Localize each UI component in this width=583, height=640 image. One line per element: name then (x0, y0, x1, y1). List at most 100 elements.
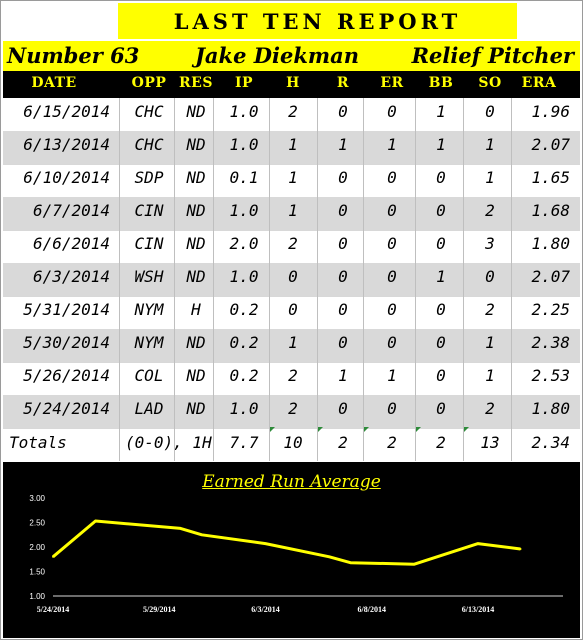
era-data-point (519, 547, 522, 550)
era-chart: Earned Run Average 1.00 1.50 2.00 2.50 3.00 5… (3, 462, 580, 638)
cell-res: ND (186, 267, 206, 286)
cell-so: 2 (485, 300, 495, 319)
error-indicator-icon (364, 427, 369, 432)
totals-era: 2.34 (531, 433, 570, 452)
cell-ip: 1.0 (229, 102, 259, 121)
table-row: 5/30/2014 NYM ND 0.2 1 0 0 0 1 2.38 (3, 329, 580, 363)
column-header-h[interactable]: H (286, 75, 300, 91)
error-indicator-icon (318, 427, 323, 432)
era-chart-plot: 1.00 1.50 2.00 2.50 3.00 5/24/2014 5/29/2014 6/… (29, 494, 563, 614)
cell-so: 1 (485, 135, 495, 154)
cell-date: 6/10/2014 (23, 168, 110, 187)
era-data-point (349, 561, 352, 564)
cell-r: 0 (338, 201, 348, 220)
cell-h: 1 (288, 135, 298, 154)
cell-h: 2 (288, 366, 298, 385)
cell-opp: NYM (134, 300, 164, 319)
cell-res: ND (186, 399, 206, 418)
x-tick-label: 6/3/2014 (251, 605, 279, 614)
cell-date: 5/30/2014 (23, 333, 110, 352)
error-indicator-icon (464, 427, 469, 432)
era-data-point (52, 555, 54, 558)
cell-so: 0 (485, 102, 495, 121)
cell-so: 3 (485, 234, 495, 253)
cell-so: 1 (485, 333, 495, 352)
cell-res: ND (186, 366, 206, 385)
column-divider (463, 98, 464, 461)
column-header-r[interactable]: R (336, 75, 350, 91)
cell-res: ND (186, 201, 206, 220)
cell-ip: 1.0 (229, 201, 259, 220)
player-role: Relief Pitcher (411, 43, 574, 68)
cell-er: 0 (387, 399, 397, 418)
cell-r: 0 (338, 333, 348, 352)
cell-date: 6/15/2014 (23, 102, 110, 121)
x-tick-label: 6/8/2014 (358, 605, 386, 614)
table-row: 6/6/2014 CIN ND 2.0 2 0 0 0 3 1.80 (3, 230, 580, 264)
table-header: DATE OPP RES IP H R ER BB SO ERA (3, 71, 580, 98)
cell-so: 2 (485, 201, 495, 220)
cell-r: 0 (338, 168, 348, 187)
table-row: 6/7/2014 CIN ND 1.0 1 0 0 0 2 1.68 (3, 197, 580, 231)
cell-date: 6/3/2014 (32, 267, 110, 286)
cell-era: 1.68 (531, 201, 570, 220)
column-header-opp[interactable]: OPP (131, 75, 167, 91)
cell-bb: 0 (436, 300, 446, 319)
column-divider (415, 98, 416, 461)
era-data-point (94, 520, 97, 523)
cell-er: 0 (387, 168, 397, 187)
cell-res: H (191, 300, 201, 319)
cell-er: 0 (387, 234, 397, 253)
column-header-date[interactable]: DATE (31, 75, 77, 91)
cell-bb: 1 (436, 267, 446, 286)
cell-era: 1.65 (531, 168, 570, 187)
cell-res: ND (186, 135, 206, 154)
cell-date: 6/7/2014 (32, 201, 110, 220)
cell-h: 1 (288, 168, 298, 187)
column-header-er[interactable]: ER (380, 75, 404, 91)
column-divider (269, 98, 270, 461)
report-title: LAST TEN REPORT (118, 3, 517, 39)
era-data-point (477, 542, 479, 545)
cell-bb: 0 (436, 399, 446, 418)
cell-ip: 1.0 (229, 267, 259, 286)
cell-bb: 0 (436, 168, 446, 187)
cell-ip: 2.0 (229, 234, 259, 253)
cell-er: 0 (387, 267, 397, 286)
cell-opp: CHC (134, 102, 164, 121)
player-name: Jake Diekman (195, 43, 359, 68)
table-row: 6/15/2014 CHC ND 1.0 2 0 0 1 0 1.96 (3, 98, 580, 132)
totals-bb: 2 (436, 433, 446, 452)
cell-ip: 0.2 (229, 333, 259, 352)
era-data-point (328, 555, 331, 558)
cell-h: 2 (288, 234, 298, 253)
cell-h: 0 (288, 300, 298, 319)
cell-er: 0 (387, 300, 397, 319)
cell-r: 0 (338, 102, 348, 121)
cell-er: 1 (387, 366, 397, 385)
cell-er: 0 (387, 102, 397, 121)
cell-opp: NYM (134, 333, 164, 352)
cell-opp: COL (134, 366, 164, 385)
cell-era: 2.07 (531, 135, 570, 154)
cell-r: 0 (338, 300, 348, 319)
x-tick-label: 5/24/2014 (37, 605, 69, 614)
cell-h: 1 (288, 333, 298, 352)
cell-ip: 0.1 (229, 168, 259, 187)
column-divider (363, 98, 364, 461)
column-header-ip[interactable]: IP (234, 75, 254, 91)
table-row: 6/13/2014 CHC ND 1.0 1 1 1 1 1 2.07 (3, 131, 580, 165)
column-divider (213, 98, 214, 461)
player-number: Number 63 (7, 43, 140, 68)
column-header-res[interactable]: RES (179, 75, 213, 91)
cell-era: 2.53 (531, 366, 570, 385)
totals-h: 10 (283, 433, 303, 452)
cell-ip: 0.2 (229, 300, 259, 319)
era-data-point (413, 563, 416, 566)
column-header-bb[interactable]: BB (428, 75, 454, 91)
column-header-so[interactable]: SO (478, 75, 502, 91)
column-header-era[interactable]: ERA (521, 75, 557, 91)
totals-r: 2 (338, 433, 348, 452)
cell-date: 5/31/2014 (23, 300, 110, 319)
table-row: 5/24/2014 LAD ND 1.0 2 0 0 0 2 1.80 (3, 395, 580, 429)
